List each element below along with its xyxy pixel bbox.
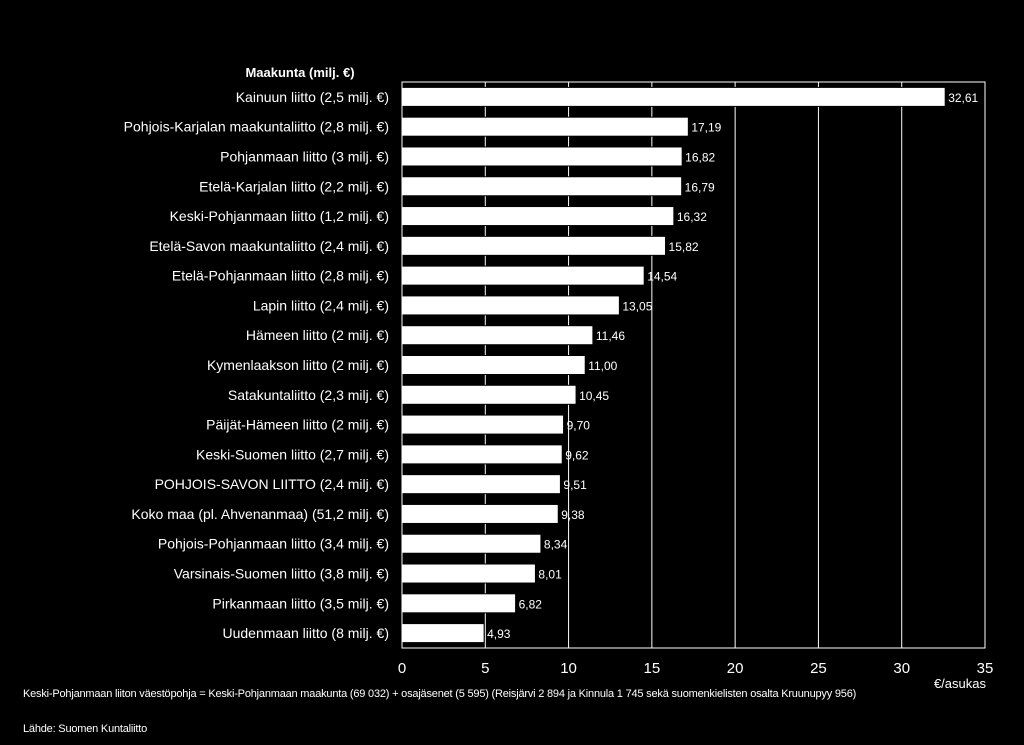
bar <box>401 444 563 465</box>
value-label: 16,82 <box>685 150 715 164</box>
value-label: 10,45 <box>579 389 609 403</box>
category-label: Varsinais-Suomen liitto (3,8 milj. €) <box>174 566 389 582</box>
bar <box>401 533 542 554</box>
category-label: Päijät-Hämeen liitto (2 milj. €) <box>206 417 389 433</box>
bar <box>401 86 946 107</box>
value-labels: 32,61 17,19 16,82 16,79 16,32 15,82 14,54 13,05… <box>487 91 978 641</box>
value-label: 11,00 <box>588 359 617 373</box>
value-label: 17,19 <box>691 121 721 135</box>
bar <box>401 295 620 316</box>
x-tick-label: 35 <box>977 660 994 677</box>
x-tick-label: 25 <box>810 660 827 677</box>
x-tick-label: 10 <box>560 660 577 677</box>
bar <box>401 503 559 524</box>
category-label: Keski-Pohjanmaan liitto (1,2 milj. €) <box>170 208 389 224</box>
bar <box>401 325 594 346</box>
category-label: Satakuntaliitto (2,3 milj. €) <box>228 387 389 403</box>
category-label: Pirkanmaan liitto (3,5 milj. €) <box>212 595 389 611</box>
bar <box>401 116 689 137</box>
x-axis-title: €/asukas <box>934 676 987 691</box>
category-label: Pohjois-Karjalan maakuntaliitto (2,8 mil… <box>124 119 389 135</box>
category-label: Etelä-Savon maakuntaliitto (2,4 milj. €) <box>149 238 389 254</box>
bar <box>401 265 645 286</box>
category-label: Etelä-Pohjanmaan liitto (2,8 milj. €) <box>172 268 389 284</box>
bar <box>401 176 683 197</box>
category-label: Uudenmaan liitto (8 milj. €) <box>222 625 389 641</box>
category-label: POHJOIS-SAVON LIITTO (2,4 milj. €) <box>155 476 389 492</box>
value-label: 9,70 <box>567 419 591 433</box>
bar <box>401 384 577 405</box>
value-label: 11,46 <box>596 329 625 343</box>
category-label: Hämeen liitto (2 milj. €) <box>246 327 389 343</box>
plot-area-border <box>401 81 986 649</box>
bar <box>401 414 565 435</box>
category-label: Kainuun liitto (2,5 milj. €) <box>236 89 389 105</box>
x-tick-label: 5 <box>481 660 489 677</box>
x-tick-label: 0 <box>398 660 406 677</box>
category-axis-heading: Maakunta (milj. €) <box>245 65 354 80</box>
x-tick-label: 20 <box>727 660 744 677</box>
bar <box>401 623 485 644</box>
value-label: 13,05 <box>622 299 652 313</box>
category-labels: Kainuun liitto (2,5 milj. €) Pohjois-Karj… <box>124 89 389 641</box>
value-label: 16,79 <box>685 180 715 194</box>
bar <box>401 146 683 167</box>
bar <box>401 235 667 256</box>
footnote-population-note: Keski-Pohjanmaan liiton väestöpohja = Ke… <box>23 688 857 700</box>
bar <box>401 355 586 375</box>
x-tick-label: 30 <box>893 660 910 677</box>
value-label: 14,54 <box>647 270 677 284</box>
value-label: 32,61 <box>948 91 978 105</box>
value-label: 8,34 <box>544 538 568 552</box>
category-label: Kymenlaakson liitto (2 milj. €) <box>207 357 389 373</box>
value-label: 9,51 <box>563 478 587 492</box>
category-label: Keski-Suomen liitto (2,7 milj. €) <box>196 446 389 462</box>
value-label: 8,01 <box>538 568 562 582</box>
value-label: 9,38 <box>561 508 585 522</box>
bar <box>401 206 675 227</box>
source-note: Lähde: Suomen Kuntaliitto <box>23 723 148 735</box>
value-label: 4,93 <box>487 627 511 641</box>
bar <box>401 593 517 614</box>
value-label: 15,82 <box>669 240 699 254</box>
x-axis-ticks: 0 5 10 15 20 25 30 35 <box>398 660 994 677</box>
category-label: Pohjois-Pohjanmaan liitto (3,4 milj. €) <box>158 536 389 552</box>
bar <box>401 563 536 584</box>
x-tick-label: 15 <box>644 660 661 677</box>
bars <box>401 86 946 644</box>
value-label: 6,82 <box>519 597 543 611</box>
bar <box>401 474 561 495</box>
category-label: Pohjanmaan liitto (3 milj. €) <box>220 148 389 164</box>
value-label: 9,62 <box>565 448 589 462</box>
category-label: Lapin liitto (2,4 milj. €) <box>253 297 389 313</box>
value-label: 16,32 <box>677 210 707 224</box>
category-label: Etelä-Karjalan liitto (2,2 milj. €) <box>199 178 389 194</box>
category-label: Koko maa (pl. Ahvenanmaa) (51,2 milj. €) <box>131 506 389 522</box>
